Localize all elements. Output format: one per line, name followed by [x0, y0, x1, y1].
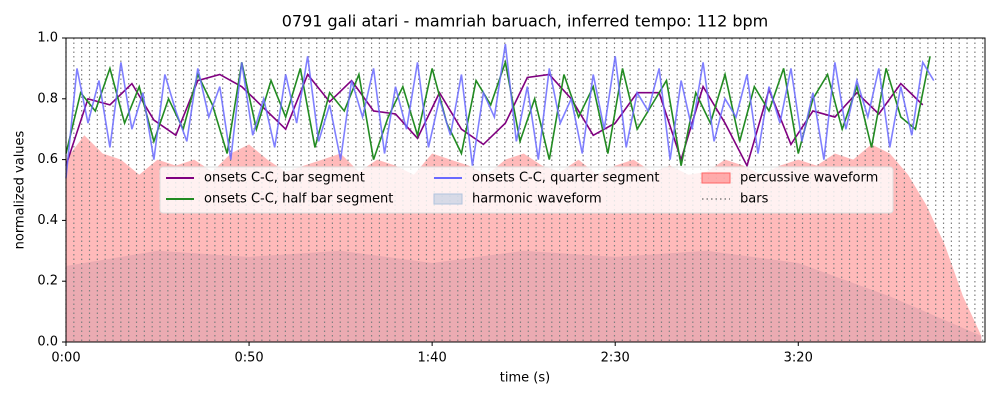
legend-label: harmonic waveform: [472, 192, 602, 207]
y-axis-label: normalized values: [13, 130, 28, 249]
plot-frame: [65, 37, 986, 343]
waveform-area: [66, 250, 982, 342]
x-tick-label: 1:40: [418, 351, 447, 366]
x-tick-label: 2:30: [601, 351, 630, 366]
onset-line: [65, 43, 935, 178]
x-axis-label: time (s): [500, 371, 550, 386]
y-tick-label: 0.8: [37, 91, 58, 106]
legend-swatch: [433, 193, 463, 205]
x-tick-label: 3:20: [784, 351, 813, 366]
onset-line: [65, 72, 924, 168]
y-tick-label: 0.2: [37, 274, 58, 289]
legend-swatch: [701, 172, 731, 184]
chart-title: 0791 gali atari - mamriah baruach, infer…: [282, 12, 769, 31]
x-tick-label: 0:00: [51, 351, 80, 366]
onset-line: [65, 56, 931, 166]
y-tick-label: 1.0: [37, 31, 58, 46]
y-tick-label: 0.0: [37, 335, 58, 350]
legend-label: onsets C-C, quarter segment: [472, 171, 659, 186]
y-tick-label: 0.4: [37, 213, 58, 228]
legend-label: bars: [740, 192, 769, 207]
y-tick-label: 0.6: [37, 152, 58, 167]
x-tick-label: 0:50: [234, 351, 263, 366]
legend-label: onsets C-C, bar segment: [204, 171, 365, 186]
waveform-area: [66, 135, 982, 342]
legend-label: percussive waveform: [740, 171, 878, 186]
legend-label: onsets C-C, half bar segment: [204, 192, 393, 207]
